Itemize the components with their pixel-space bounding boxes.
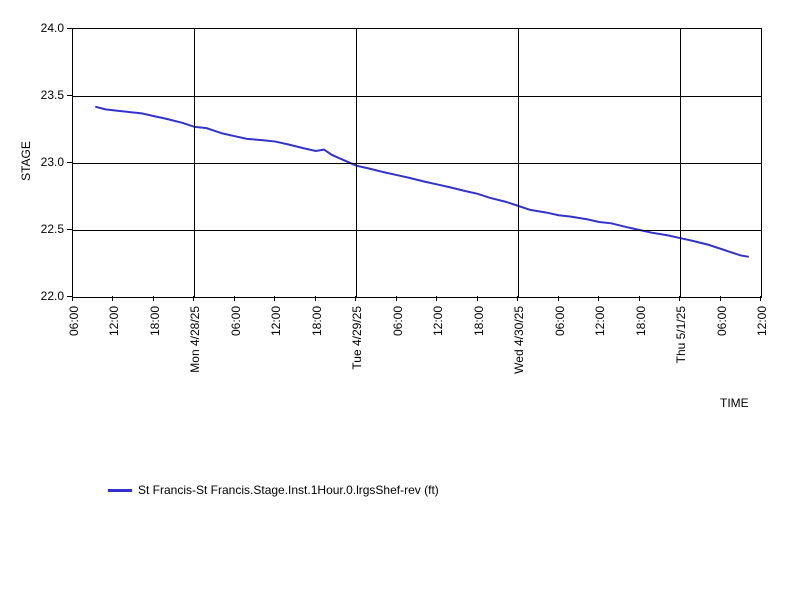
x-tick (72, 296, 73, 301)
x-gridline (194, 29, 195, 297)
x-axis-title: TIME (720, 396, 749, 410)
y-tick (67, 162, 72, 163)
legend-label: St Francis-St Francis.Stage.Inst.1Hour.0… (138, 483, 439, 497)
y-tick-label: 24.0 (34, 21, 64, 35)
y-tick (67, 28, 72, 29)
x-tick (477, 296, 478, 301)
x-tick-label: 06:00 (391, 306, 405, 336)
x-tick-label: 12:00 (269, 306, 283, 336)
x-tick-label: 18:00 (148, 306, 162, 336)
y-gridline (73, 96, 761, 97)
x-tick (517, 296, 518, 301)
x-tick-label: 06:00 (715, 306, 729, 336)
x-tick (558, 296, 559, 301)
x-tick-label: Thu 5/1/25 (674, 306, 688, 363)
x-tick-label: 12:00 (431, 306, 445, 336)
x-tick (112, 296, 113, 301)
x-tick-label: 06:00 (553, 306, 567, 336)
x-tick-label: 12:00 (107, 306, 121, 336)
x-tick-label: 18:00 (634, 306, 648, 336)
x-tick-label: Wed 4/30/25 (512, 306, 526, 374)
y-gridline (73, 163, 761, 164)
x-tick-label: 06:00 (229, 306, 243, 336)
x-tick (234, 296, 235, 301)
x-tick-label: 06:00 (67, 306, 81, 336)
y-axis-title: STAGE (19, 141, 33, 181)
legend: St Francis-St Francis.Stage.Inst.1Hour.0… (108, 483, 439, 497)
x-tick-label: 12:00 (755, 306, 769, 336)
y-tick-label: 23.5 (34, 88, 64, 102)
y-tick-label: 22.5 (34, 222, 64, 236)
x-tick (315, 296, 316, 301)
y-tick-label: 23.0 (34, 155, 64, 169)
x-tick (720, 296, 721, 301)
x-tick (679, 296, 680, 301)
y-tick-label: 22.0 (34, 289, 64, 303)
x-tick (436, 296, 437, 301)
x-tick-label: 12:00 (593, 306, 607, 336)
y-tick (67, 95, 72, 96)
chart-plot-area (72, 28, 762, 298)
x-tick-label: Mon 4/28/25 (188, 306, 202, 373)
x-tick (639, 296, 640, 301)
x-tick-label: Tue 4/29/25 (350, 306, 364, 370)
x-tick (598, 296, 599, 301)
x-gridline (518, 29, 519, 297)
x-gridline (680, 29, 681, 297)
x-tick (355, 296, 356, 301)
x-tick (153, 296, 154, 301)
x-tick-label: 18:00 (472, 306, 486, 336)
y-gridline (73, 230, 761, 231)
x-tick (396, 296, 397, 301)
x-tick (760, 296, 761, 301)
legend-swatch (108, 489, 132, 492)
x-tick-label: 18:00 (310, 306, 324, 336)
y-tick (67, 229, 72, 230)
x-gridline (356, 29, 357, 297)
x-tick (193, 296, 194, 301)
x-tick (274, 296, 275, 301)
